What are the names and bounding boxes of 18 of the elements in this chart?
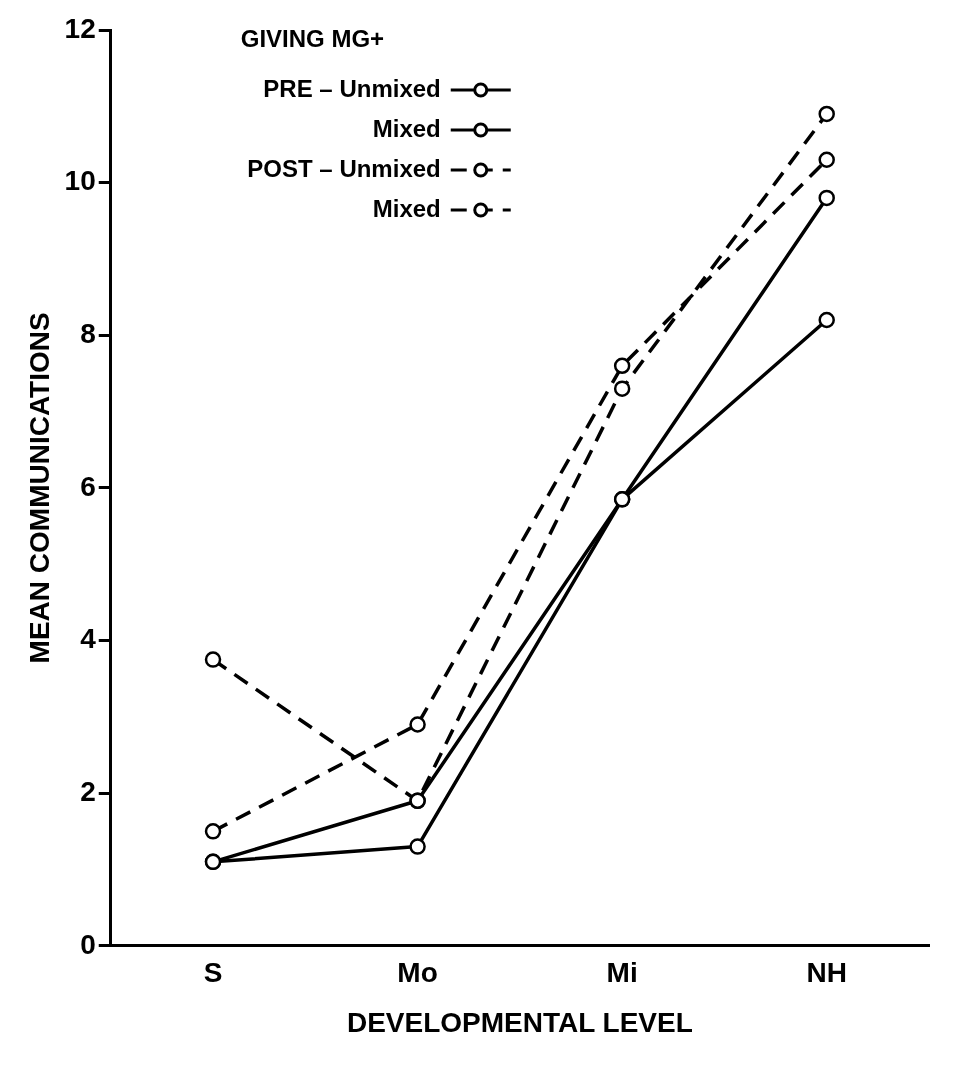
y-tick-label: 4 <box>80 623 97 655</box>
x-tick-label: S <box>203 957 223 989</box>
x-tick-label: Mi <box>606 957 638 989</box>
y-tick-label: 6 <box>80 470 96 502</box>
y-tick-label: 10 <box>64 165 96 197</box>
legend-label: POST – Unmixed <box>247 154 441 182</box>
legend-label: Mixed <box>372 114 441 142</box>
x-tick-label: NH <box>806 957 847 989</box>
y-tick-label: 12 <box>64 12 96 44</box>
y-axis-title: MEAN COMMUNICATIONS <box>23 312 55 664</box>
legend-label: Mixed <box>372 194 441 222</box>
legend-title: GIVING MG+ <box>240 24 385 52</box>
y-tick-label: 8 <box>80 317 96 349</box>
y-tick-label: 0 <box>80 928 96 960</box>
x-axis-title: DEVELOPMENTAL LEVEL <box>346 1006 693 1038</box>
legend-label: PRE – Unmixed <box>263 74 441 102</box>
y-tick-label: 2 <box>80 775 96 807</box>
x-tick-label: Mo <box>397 957 438 989</box>
